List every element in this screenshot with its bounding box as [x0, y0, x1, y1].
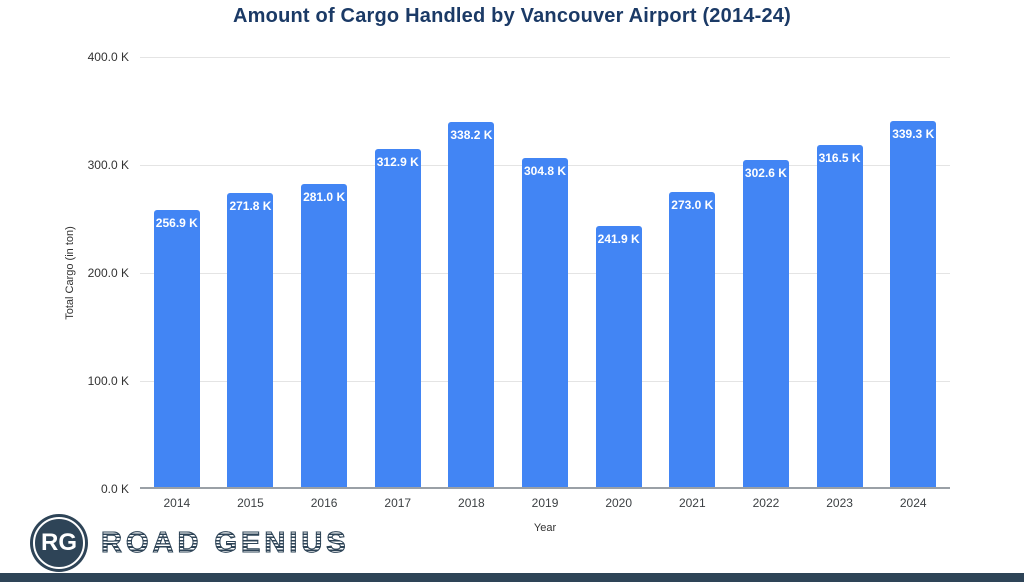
- x-tick-label: 2019: [531, 496, 559, 510]
- bar-column: 271.8 K 2015: [214, 57, 288, 510]
- bar-value-label: 281.0 K: [303, 189, 346, 204]
- rg-monogram-icon: RG: [30, 514, 88, 572]
- x-tick-label: 2021: [678, 496, 706, 510]
- bar-column: 338.2 K 2018: [435, 57, 509, 510]
- bar-2023: 316.5 K: [816, 145, 863, 487]
- bar-column: 302.6 K 2022: [729, 57, 803, 510]
- bar-2021: 273.0 K: [669, 192, 716, 487]
- x-tick-label: 2015: [237, 496, 264, 510]
- bar-2024: 339.3 K: [890, 120, 937, 487]
- x-tick-label: 2016: [310, 496, 338, 510]
- footer-accent-bar: [0, 573, 1024, 582]
- bar-column: 273.0 K 2021: [655, 57, 729, 510]
- bar-column: 312.9 K 2017: [361, 57, 435, 510]
- x-tick-label: 2023: [826, 496, 853, 510]
- bar-2020: 241.9 K: [595, 225, 642, 487]
- bar-value-label: 302.6 K: [744, 166, 787, 181]
- bar-value-label: 273.0 K: [671, 198, 714, 213]
- x-tick-label: 2022: [752, 496, 780, 510]
- bar-value-label: 312.9 K: [376, 155, 419, 170]
- bar-2017: 312.9 K: [374, 149, 421, 487]
- gridline: [140, 57, 950, 58]
- x-tick-label: 2017: [384, 496, 412, 510]
- x-tick-label: 2014: [163, 496, 191, 510]
- bar-value-label: 304.8 K: [524, 163, 567, 178]
- logo-wordmark: ROAD GENIUS: [101, 526, 350, 559]
- bar-2016: 281.0 K: [301, 183, 348, 487]
- x-tick-label: 2020: [605, 496, 633, 510]
- y-tick-label: 100.0 K: [87, 374, 129, 388]
- x-tick-label: 2024: [899, 496, 927, 510]
- y-tick-label: 200.0 K: [87, 266, 129, 280]
- bar-value-label: 316.5 K: [818, 151, 861, 166]
- bar-2018: 338.2 K: [448, 121, 495, 487]
- bar-column: 316.5 K 2023: [803, 57, 877, 510]
- x-tick-label: 2018: [458, 496, 485, 510]
- bar-columns: 256.9 K 2014 271.8 K 2015 281.0 K 2016 312.9 K…: [140, 57, 950, 510]
- bar-value-label: 271.8 K: [229, 199, 272, 214]
- bar-2019: 304.8 K: [522, 157, 569, 487]
- bar-column: 339.3 K 2024: [876, 57, 950, 510]
- chart-title: Amount of Cargo Handled by Vancouver Air…: [233, 5, 791, 27]
- bar-value-label: 241.9 K: [597, 231, 640, 246]
- bar-2015: 271.8 K: [227, 193, 274, 487]
- bar-column: 281.0 K 2016: [287, 57, 361, 510]
- bar-2014: 256.9 K: [153, 209, 200, 487]
- bar-column: 241.9 K 2020: [582, 57, 656, 510]
- logo-monogram: RG: [41, 529, 77, 556]
- y-axis-title: Total Cargo (in ton): [64, 226, 76, 320]
- bar-column: 304.8 K 2019: [508, 57, 582, 510]
- road-genius-logo: RG ROAD GENIUS: [30, 514, 350, 572]
- x-axis-title: Year: [533, 522, 557, 534]
- y-tick-label: 400.0 K: [87, 50, 129, 64]
- bar-value-label: 256.9 K: [155, 215, 198, 230]
- bar-column: 256.9 K 2014: [140, 57, 214, 510]
- bar-value-label: 339.3 K: [892, 126, 935, 141]
- bar-value-label: 338.2 K: [450, 127, 493, 142]
- y-tick-label: 300.0 K: [87, 158, 129, 172]
- bar-2022: 302.6 K: [742, 160, 789, 487]
- y-tick-label: 0.0 K: [100, 482, 129, 496]
- plot-area: 400.0 K 300.0 K 200.0 K 100.0 K 0.0 K 256.9 …: [88, 50, 950, 510]
